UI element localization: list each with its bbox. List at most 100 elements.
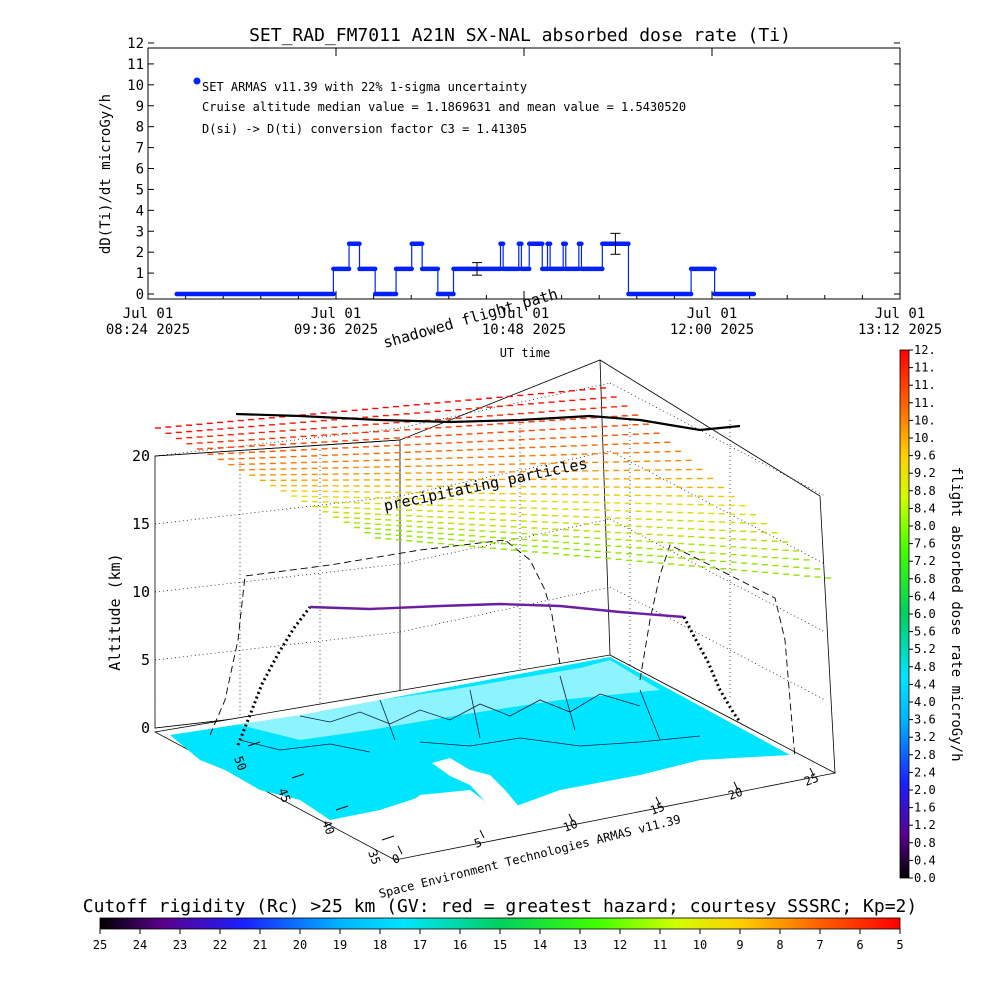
land-africa (330, 797, 600, 858)
x-tick-time: 12:00 2025 (670, 322, 754, 338)
colorbar-right-tick-label: 0.0 (914, 871, 936, 885)
y-tick-label: 10 (127, 78, 144, 94)
y-tick-label: 2 (136, 245, 144, 261)
precipitating-particles-field (155, 387, 831, 579)
legend-marker (193, 77, 201, 85)
altitude-grid-line (154, 495, 401, 525)
x-tick-date: Jul 01 (687, 306, 738, 322)
colorbar-right-tick-label: 3.6 (914, 713, 936, 727)
latitude-axis: 35 40 45 50 (231, 741, 395, 867)
altitude-axis: 0 5 10 15 20 (132, 447, 150, 737)
colorbar-right-tick-label: 2.0 (914, 783, 936, 797)
x-tick-date: Jul 01 (311, 306, 362, 322)
x-tick-time: 08:24 2025 (106, 322, 190, 338)
latitude-tick (335, 805, 349, 811)
longitude-axis: 0 5 10 15 20 25 (390, 767, 821, 867)
sea-area (170, 657, 790, 830)
colorbar-bottom-tick-label: 15 (493, 938, 507, 952)
annotation-median-mean: Cruise altitude median value = 1.1869631… (202, 100, 686, 114)
colorbar-right-tick-label: 7.2 (914, 554, 936, 568)
colorbar-bottom-tick-label: 12 (613, 938, 627, 952)
colorbar-bottom-tick-label: 5 (896, 938, 903, 952)
longitude-tick (568, 813, 574, 823)
altitude-tick-label: 20 (132, 447, 150, 465)
colorbar-right-tick-label: 11. (914, 378, 936, 392)
cutoff-rigidity-colorbar: Cutoff rigidity (Rc) >25 km (GV: red = g… (83, 896, 917, 952)
colorbar-bottom-tick-label: 10 (693, 938, 707, 952)
borders (239, 675, 701, 753)
longitude-tick-label: 5 (472, 835, 484, 851)
colorbar-right-tick-label: 8.0 (914, 519, 936, 533)
colorbar-right-tick-label: 5.2 (914, 642, 936, 656)
colorbar-right-tick-label: 2.4 (914, 765, 936, 779)
x-tick-time: 13:12 2025 (858, 322, 942, 338)
x-tick-date: Jul 01 (875, 306, 926, 322)
altitude-grid-line (154, 563, 401, 593)
error-bar (610, 232, 621, 255)
colorbar-right-tick-label: 6.4 (914, 589, 936, 603)
legend: SET ARMAS v11.39 with 22% 1-sigma uncert… (193, 77, 686, 136)
latitude-tick-label: 50 (231, 754, 249, 772)
latitude-tick (291, 773, 305, 779)
land-italy (432, 758, 520, 814)
altitude-tick-label: 15 (132, 515, 150, 533)
colorbar-right-tick-label: 4.4 (914, 677, 936, 691)
y-tick-label: 5 (136, 182, 144, 198)
longitude-tick-label: 25 (802, 771, 820, 789)
flight-descent (682, 616, 742, 723)
dose-rate-colorbar: 0.0 0.4 0.8 1.2 1.6 2.0 2.4 2.8 3.2 3.6 4.0 4.4 4.8 5… (899, 343, 964, 885)
colorbar-bottom-tick-label: 17 (413, 938, 427, 952)
colorbar-bottom-tick-label: 24 (133, 938, 147, 952)
x-tick-date: Jul 01 (123, 306, 174, 322)
longitude-tick (479, 829, 485, 839)
colorbar-right-tick-label: 5.6 (914, 625, 936, 639)
colorbar-bottom-title: Cutoff rigidity (Rc) >25 km (GV: red = g… (83, 896, 917, 917)
colorbar-bottom-tick-label: 22 (213, 938, 227, 952)
colorbar-right-tick-label: 1.2 (914, 818, 936, 832)
altitude-grid-line (154, 631, 401, 661)
colorbar-bottom-tick-label: 14 (533, 938, 547, 952)
longitude-tick (733, 781, 739, 791)
latitude-tick (381, 835, 395, 841)
y-tick-label: 1 (136, 266, 144, 282)
colorbar-bottom-tick-label: 6 (856, 938, 863, 952)
colorbar-right-tick-label: 4.8 (914, 660, 936, 674)
latitude-tick-label: 35 (365, 848, 383, 866)
label-precipitating-particles: precipitating particles (382, 454, 589, 515)
x-tick-time: 09:36 2025 (294, 322, 378, 338)
y-tick-label: 8 (136, 120, 144, 136)
x-tick-date: Jul 01 (499, 306, 550, 322)
colorbar-right-tick-label: 3.2 (914, 730, 936, 744)
colorbar-right-tick-label: 0.8 (914, 836, 936, 850)
shadow-path (209, 539, 796, 759)
colorbar-bottom-tick-label: 19 (333, 938, 347, 952)
box-edge-right (819, 495, 836, 774)
y-tick-label: 4 (136, 203, 144, 219)
back-plane-left (154, 439, 401, 729)
altitude-tick-label: 0 (141, 719, 150, 737)
altitude-grid-line-right (609, 586, 826, 701)
colorbar-bottom-tick-label: 8 (776, 938, 783, 952)
longitude-tick-label: 10 (561, 817, 579, 835)
latitude-tick-label: 45 (275, 786, 293, 804)
colorbar-bottom-tick-label: 13 (573, 938, 587, 952)
dose-rate-chart: SET_RAD_FM7011 A21N SX-NAL absorbed dose… (98, 25, 942, 360)
colorbar-bottom-tick-label: 11 (653, 938, 667, 952)
y-tick-label: 12 (127, 36, 144, 52)
colorbar-right-tick-label: 11. (914, 361, 936, 375)
longitude-tick (655, 796, 661, 806)
colorbar-right-tick-label: 10. (914, 413, 936, 427)
chart-title: SET_RAD_FM7011 A21N SX-NAL absorbed dose… (249, 25, 791, 46)
legend-label: SET ARMAS v11.39 with 22% 1-sigma uncert… (202, 80, 527, 94)
altitude-grid-line-right (609, 382, 826, 497)
colorbar-right-tick-label: 9.6 (914, 449, 936, 463)
colorbar-bottom-tick-label: 20 (293, 938, 307, 952)
colorbar-bottom-tick-label: 23 (173, 938, 187, 952)
colorbar-bottom-tick-label: 18 (373, 938, 387, 952)
colorbar-right-tick-label: 6.8 (914, 572, 936, 586)
colorbar-right-tick-label: 1.6 (914, 801, 936, 815)
x-axis-label: UT time (500, 346, 551, 360)
longitude-tick (397, 845, 403, 855)
